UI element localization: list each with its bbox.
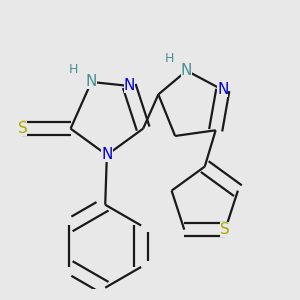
Text: N: N <box>86 74 97 89</box>
Text: H: H <box>68 63 78 76</box>
Text: N: N <box>124 79 135 94</box>
Text: N: N <box>101 148 112 163</box>
Text: S: S <box>18 121 27 136</box>
Text: S: S <box>220 222 230 237</box>
Text: N: N <box>181 63 192 78</box>
Text: N: N <box>217 82 229 98</box>
Text: H: H <box>165 52 174 64</box>
